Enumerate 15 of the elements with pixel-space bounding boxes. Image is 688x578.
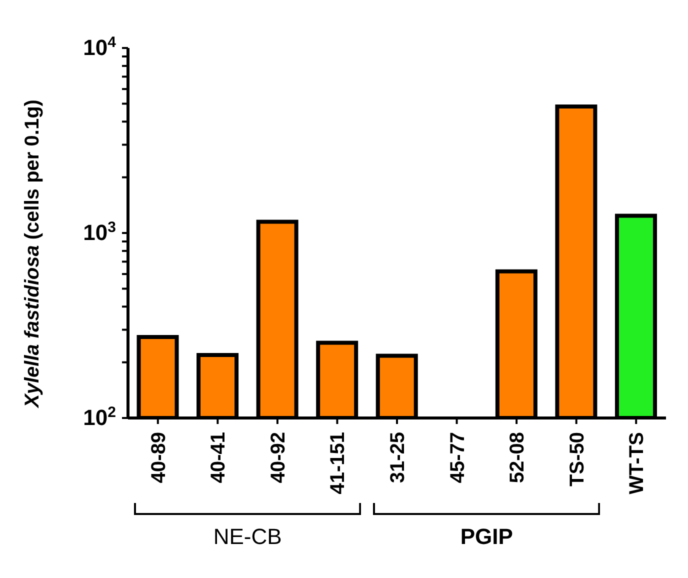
y-tick-label: 10$^{4}$ (83, 34, 117, 60)
x-tick-label: 40-89 (148, 432, 170, 484)
x-tick-label: 41-151 (327, 432, 350, 494)
x-tick-label: 40-92 (267, 432, 290, 484)
y-tick-label: 10$^{2}$ (83, 404, 116, 430)
x-tick-label: TS-50 (566, 432, 588, 486)
y-tick-label: 10$^{3}$ (83, 218, 116, 245)
y-axis-title: Xylella fastidiosa (cells per 0.1g) (22, 99, 44, 407)
x-tick-label: 31-25 (387, 432, 409, 484)
x-tick-label: 40-41 (208, 432, 230, 484)
text: PGIP (459, 524, 514, 550)
x-tick-label: 45-77 (446, 432, 469, 484)
x-tick-label: WT-TS (626, 432, 648, 494)
text: NE-CB (212, 524, 283, 550)
x-tick-label: 52-08 (506, 432, 529, 484)
